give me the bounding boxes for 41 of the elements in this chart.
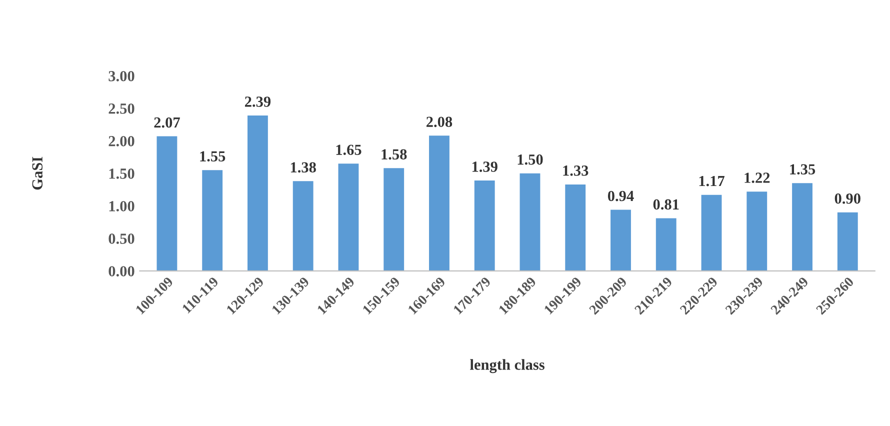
- bar: [384, 168, 404, 271]
- data-label: 2.39: [244, 96, 271, 107]
- data-label: 1.39: [472, 162, 498, 172]
- data-label: 1.17: [699, 176, 724, 186]
- bar: [746, 192, 768, 271]
- data-label: 1.38: [290, 162, 316, 173]
- bar: [520, 173, 540, 271]
- y-tick-label: 1.50: [109, 168, 134, 179]
- data-label: 0.94: [608, 190, 634, 202]
- x-axis-title: length class: [470, 359, 544, 374]
- bar: [248, 116, 268, 271]
- y-tick-label: 3.00: [108, 70, 134, 82]
- bar: [429, 136, 450, 271]
- y-tick-label: 0.00: [108, 266, 134, 276]
- bar: [792, 183, 812, 271]
- data-label: 1.58: [382, 149, 407, 160]
- bar: [701, 194, 722, 271]
- y-tick-label: 1.00: [109, 201, 134, 212]
- data-label: 1.65: [336, 144, 362, 156]
- data-label: 1.33: [563, 166, 588, 176]
- data-label: 1.22: [744, 172, 770, 183]
- y-tick-label: 0.50: [108, 234, 134, 244]
- data-label: 0.81: [653, 199, 679, 210]
- data-label: 2.08: [426, 116, 452, 128]
- bar: [656, 218, 676, 271]
- data-label: 0.90: [834, 193, 860, 204]
- bar: [202, 170, 223, 271]
- bar: [610, 210, 631, 271]
- bar: [338, 164, 359, 271]
- bar: [565, 184, 586, 271]
- bar: [474, 180, 495, 271]
- data-label: 1.50: [518, 154, 543, 165]
- y-axis-title: GaSI: [32, 156, 43, 190]
- bar: [837, 212, 858, 271]
- bar: [156, 136, 178, 271]
- y-tick-label: 2.50: [108, 103, 134, 114]
- y-tick-label: 2.00: [108, 136, 134, 146]
- data-label: 2.07: [154, 117, 180, 128]
- data-label: 1.55: [200, 151, 226, 162]
- data-label: 1.35: [790, 164, 816, 175]
- bar: [292, 181, 314, 271]
